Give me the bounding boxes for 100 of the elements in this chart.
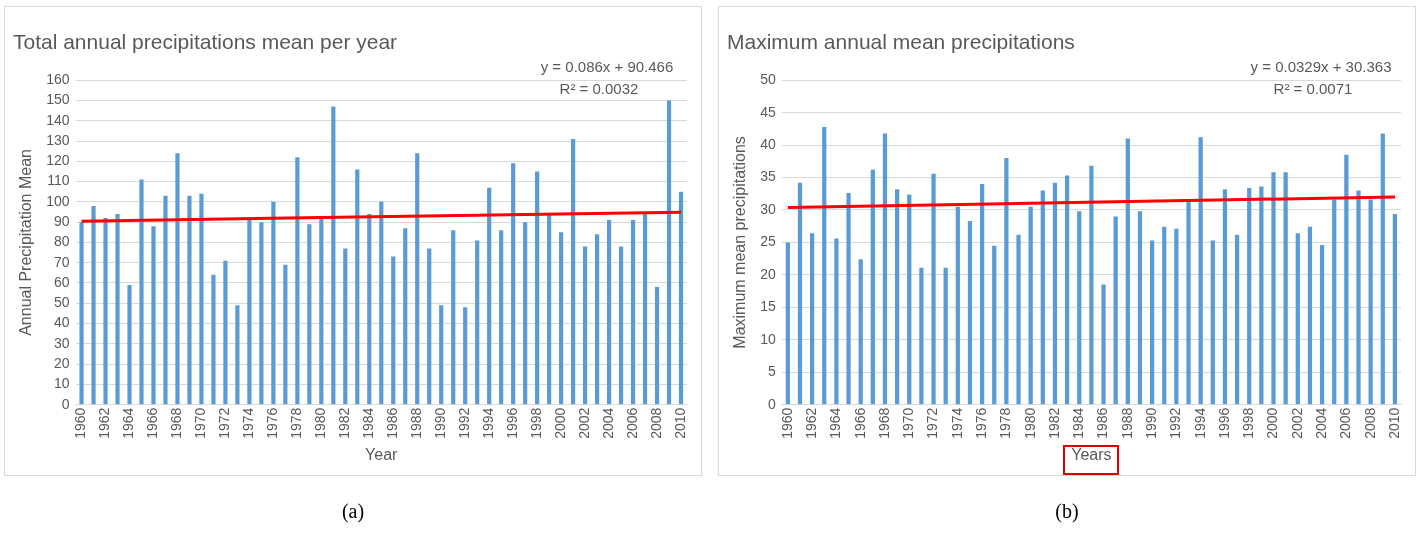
- bar: [1283, 172, 1288, 405]
- bar: [630, 220, 636, 405]
- bar: [666, 100, 672, 405]
- x-tick-label: 1988: [408, 407, 425, 439]
- bar: [834, 238, 839, 405]
- y-tick-label: 35: [760, 168, 776, 185]
- bar: [487, 187, 492, 405]
- y-tick-label: 10: [760, 330, 776, 347]
- bar: [1149, 240, 1155, 405]
- x-tick-label: 1990: [432, 407, 449, 439]
- bar: [1368, 199, 1373, 405]
- bar: [175, 153, 180, 405]
- bar: [151, 226, 156, 405]
- x-tick-label: 1978: [997, 407, 1014, 439]
- bar: [451, 230, 456, 405]
- x-tick-label: 1978: [288, 407, 305, 439]
- bar: [235, 305, 240, 405]
- x-tick-label: 1962: [96, 407, 113, 439]
- y-tick-label: 50: [53, 294, 70, 311]
- bar: [283, 264, 288, 405]
- y-tick-label: 30: [53, 334, 70, 351]
- bar: [295, 157, 300, 405]
- bar: [379, 201, 384, 405]
- y-tick-label: 40: [53, 314, 70, 331]
- annotation: R² = 0.0071: [1273, 80, 1353, 98]
- x-tick-label: 1966: [144, 407, 161, 439]
- bar: [678, 191, 684, 405]
- x-tick-label: 1998: [528, 407, 544, 439]
- bar: [427, 248, 432, 405]
- bar: [499, 230, 504, 405]
- x-tick-label: 1970: [192, 407, 209, 439]
- x-tick-label: 1968: [168, 407, 185, 439]
- bar: [943, 267, 948, 405]
- x-tick-label: 2008: [1361, 407, 1378, 439]
- x-tick-label: 1996: [1215, 407, 1232, 439]
- y-tick-label: 60: [53, 273, 70, 290]
- x-tick-label: 1968: [875, 407, 892, 439]
- bar: [1319, 245, 1325, 405]
- x-tick-label: 1994: [1191, 407, 1208, 439]
- bar: [606, 220, 612, 405]
- bar: [163, 195, 168, 405]
- bar: [1064, 175, 1070, 405]
- bar: [1089, 165, 1094, 405]
- bar: [1295, 233, 1300, 405]
- bar: [511, 163, 516, 405]
- x-tick-label: 2010: [671, 407, 688, 439]
- x-axis-title: Years: [1071, 445, 1112, 463]
- x-tick-label: 1982: [1045, 407, 1062, 439]
- bar: [307, 224, 312, 405]
- bar: [822, 126, 827, 405]
- y-tick-label: 0: [61, 395, 70, 412]
- bar: [367, 214, 372, 405]
- bar: [139, 179, 144, 405]
- y-tick-label: 120: [46, 152, 70, 169]
- x-tick-label: 1972: [924, 407, 941, 439]
- y-tick-label: 40: [760, 135, 776, 152]
- x-tick-label: 1992: [456, 407, 473, 439]
- x-tick-label: 2002: [1288, 407, 1305, 439]
- y-tick-label: 20: [53, 354, 70, 371]
- x-tick-label: 1980: [312, 407, 329, 439]
- bar: [1210, 240, 1215, 405]
- x-tick-label: 1964: [827, 407, 844, 439]
- bar: [259, 222, 264, 405]
- x-tick-label: 1986: [1094, 407, 1111, 439]
- y-tick-label: 80: [53, 233, 70, 250]
- bar: [1028, 206, 1033, 405]
- bar: [1174, 228, 1179, 405]
- bar: [1307, 226, 1313, 405]
- x-tick-label: 2004: [1312, 407, 1329, 439]
- bar: [931, 173, 936, 405]
- y-tick-label: 160: [46, 71, 70, 88]
- y-tick-label: 70: [53, 253, 70, 270]
- bar: [846, 193, 851, 405]
- bar: [1162, 226, 1167, 405]
- x-tick-label: 1996: [504, 407, 521, 439]
- bar: [979, 184, 985, 405]
- y-tick-label: 5: [767, 363, 776, 380]
- bar: [618, 246, 624, 405]
- x-tick-label: 1990: [1142, 407, 1159, 439]
- x-tick-label: 1986: [384, 407, 401, 439]
- x-tick-label: 1992: [1167, 407, 1184, 439]
- text: (a): [340, 500, 366, 523]
- bar: [79, 222, 84, 405]
- y-tick-label: 140: [46, 111, 70, 128]
- y-tick-label: 100: [46, 192, 70, 209]
- bar: [115, 214, 120, 405]
- bar: [858, 259, 863, 405]
- bar: [535, 171, 540, 405]
- bar: [1234, 234, 1240, 405]
- y-tick-label: 150: [46, 91, 70, 108]
- bar: [187, 195, 192, 405]
- bar: [403, 228, 408, 405]
- x-tick-label: 1972: [216, 407, 233, 439]
- bar: [1137, 211, 1143, 405]
- y-tick-label: 50: [760, 71, 776, 88]
- bar: [1101, 284, 1106, 405]
- bar: [882, 133, 888, 405]
- bar: [654, 287, 660, 405]
- bar: [1332, 199, 1337, 405]
- bar: [247, 220, 252, 405]
